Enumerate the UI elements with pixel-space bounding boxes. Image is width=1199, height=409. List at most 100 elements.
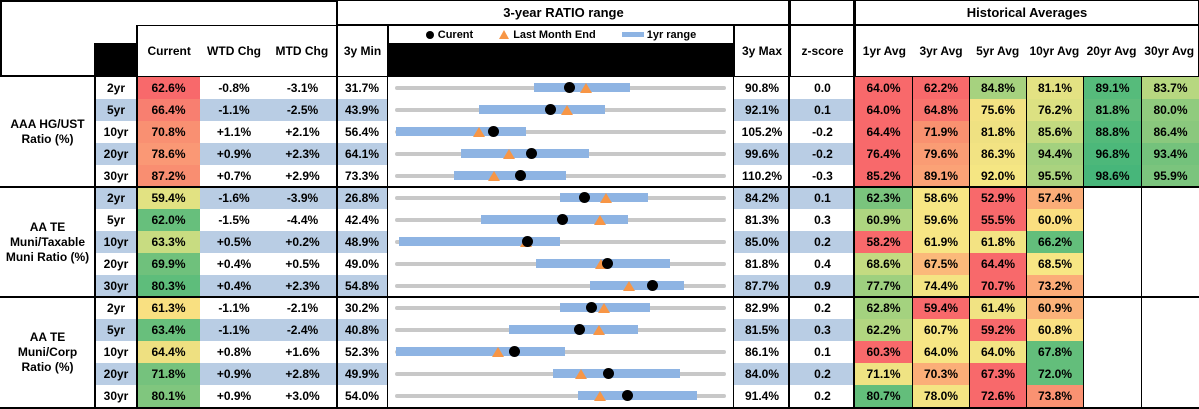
wtd-chg-cell: +0.9% <box>200 143 268 165</box>
col-current: Current <box>147 44 191 58</box>
table-row: 10yr 63.3% +0.5% +0.2% 48.9% 85.0% 0.2 58.2% 61.… <box>95 231 1199 253</box>
tenor-cell: 5yr <box>95 319 137 341</box>
avg-cell: 64.4% <box>855 121 912 143</box>
range-bar-1yr <box>481 215 628 224</box>
avg-cell: 73.2% <box>1026 275 1083 297</box>
avg-cell: 89.1% <box>912 165 969 187</box>
left-column-headers: Current WTD Chg MTD Chg <box>137 25 337 77</box>
wtd-chg-cell: -1.1% <box>200 99 268 121</box>
avg-cell: 64.0% <box>855 99 912 121</box>
current-dot-marker <box>544 104 556 115</box>
group-separator <box>0 296 1199 298</box>
group-separator <box>0 186 1199 188</box>
z-score-cell: -0.3 <box>790 165 855 187</box>
avg-cell: 92.0% <box>969 165 1026 187</box>
divider-line <box>788 0 790 409</box>
legend-range-label: 1yr range <box>646 28 697 41</box>
current-value-cell: 64.4% <box>137 341 200 363</box>
col-wtd-chg: WTD Chg <box>207 44 262 58</box>
min-3y-cell: 49.0% <box>337 253 388 275</box>
table-row: 10yr 64.4% +0.8% +1.6% 52.3% 86.1% 0.1 60.3% 64.… <box>95 341 1199 363</box>
current-value-cell: 80.3% <box>137 275 200 297</box>
avg-cell: 96.8% <box>1083 143 1141 165</box>
current-dot-marker <box>508 346 520 357</box>
avg-cell: 64.0% <box>912 341 969 363</box>
avg-cell: 95.9% <box>1141 165 1199 187</box>
avg-cell <box>1083 363 1141 385</box>
range-bar-icon <box>621 32 644 37</box>
col-20yr-avg: 20yr Avg <box>1086 44 1137 58</box>
wtd-chg-cell: -1.5% <box>200 209 268 231</box>
ratio-group: AA TE Muni/Taxable Muni Ratio (%) 2yr 59.4… <box>0 187 1199 297</box>
header-spacer-cell <box>790 0 855 25</box>
group-label: AA TE Muni/Corp Ratio (%) <box>0 297 95 407</box>
table-row: 5yr 63.4% -1.1% -2.4% 40.8% 81.5% 0.3 62.2% 60.7… <box>95 319 1199 341</box>
avg-cell <box>1083 231 1141 253</box>
mtd-chg-cell: -3.9% <box>268 187 337 209</box>
range-chart-cell <box>388 99 734 121</box>
range-track <box>395 240 726 244</box>
min-3y-cell: 64.1% <box>337 143 388 165</box>
group-label: AA TE Muni/Taxable Muni Ratio (%) <box>0 187 95 297</box>
current-dot-marker <box>585 302 597 313</box>
last-month-triangle-marker <box>492 347 505 357</box>
tenor-cell: 2yr <box>95 187 137 209</box>
last-month-triangle-marker <box>593 215 606 225</box>
max-3y-cell: 91.4% <box>734 385 790 407</box>
z-score-cell: 0.3 <box>790 209 855 231</box>
avg-cell <box>1141 363 1199 385</box>
current-dot-marker <box>525 148 537 159</box>
current-value-cell: 71.8% <box>137 363 200 385</box>
table-row: 20yr 71.8% +0.9% +2.8% 49.9% 84.0% 0.2 71.1% 70.… <box>95 363 1199 385</box>
current-value-cell: 59.4% <box>137 187 200 209</box>
avg-cell: 83.7% <box>1141 77 1199 99</box>
last-month-triangle-marker <box>503 149 516 159</box>
max-3y-cell: 81.8% <box>734 253 790 275</box>
avg-cell: 93.4% <box>1141 143 1199 165</box>
col-10yr-avg: 10yr Avg <box>1029 44 1080 58</box>
tenor-cell: 30yr <box>95 165 137 187</box>
range-bar-1yr <box>552 369 681 378</box>
avg-cell: 64.8% <box>912 99 969 121</box>
mtd-chg-cell: -4.4% <box>268 209 337 231</box>
range-bar-1yr <box>479 105 606 114</box>
current-value-cell: 69.9% <box>137 253 200 275</box>
table-row: 30yr 80.1% +0.9% +3.0% 54.0% 91.4% 0.2 80.7% 78.… <box>95 385 1199 407</box>
mtd-chg-cell: +2.3% <box>268 275 337 297</box>
avg-cell: 70.7% <box>969 275 1026 297</box>
col-mtd-chg: MTD Chg <box>275 44 329 58</box>
wtd-chg-cell: -0.8% <box>200 77 268 99</box>
black-band <box>389 43 733 76</box>
z-score-cell: 0.9 <box>790 275 855 297</box>
avg-cell: 58.6% <box>912 187 969 209</box>
tenor-cell: 20yr <box>95 143 137 165</box>
table-row: 5yr 66.4% -1.1% -2.5% 43.9% 92.1% 0.1 64.0% 64.8… <box>95 99 1199 121</box>
col-30yr-avg: 30yr Avg <box>1144 44 1195 58</box>
avg-cell <box>1141 297 1199 319</box>
mtd-chg-cell: +2.8% <box>268 363 337 385</box>
table-row: 2yr 59.4% -1.6% -3.9% 26.8% 84.2% 0.1 62.3% 58.6… <box>95 187 1199 209</box>
mtd-chg-cell: +1.6% <box>268 341 337 363</box>
last-month-triangle-marker <box>574 369 587 379</box>
table-row: 20yr 78.6% +0.9% +2.3% 64.1% 99.6% -0.2 76.4% 79… <box>95 143 1199 165</box>
col-1yr-avg: 1yr Avg <box>862 44 906 58</box>
avg-cell: 66.2% <box>1026 231 1083 253</box>
tenor-cell: 5yr <box>95 209 137 231</box>
z-score-cell: 0.2 <box>790 363 855 385</box>
current-value-cell: 62.0% <box>137 209 200 231</box>
avg-cell: 95.5% <box>1026 165 1083 187</box>
range-chart-cell <box>388 275 734 297</box>
range-chart-cell <box>388 121 734 143</box>
avg-cell: 71.9% <box>912 121 969 143</box>
avg-cell: 75.6% <box>969 99 1026 121</box>
chart-legend: Curent Last Month End 1yr range <box>389 26 733 43</box>
range-chart-cell <box>388 253 734 275</box>
avg-cell: 60.9% <box>855 209 912 231</box>
avg-cell: 62.3% <box>855 187 912 209</box>
historical-averages-title: Historical Averages <box>855 0 1199 25</box>
avg-cell <box>1141 253 1199 275</box>
table-row: 30yr 87.2% +0.7% +2.9% 73.3% 110.2% -0.3 85.2% 8… <box>95 165 1199 187</box>
range-chart-cell <box>388 231 734 253</box>
table-row: 5yr 62.0% -1.5% -4.4% 42.4% 81.3% 0.3 60.9% 59.6… <box>95 209 1199 231</box>
z-score-cell: 0.2 <box>790 231 855 253</box>
